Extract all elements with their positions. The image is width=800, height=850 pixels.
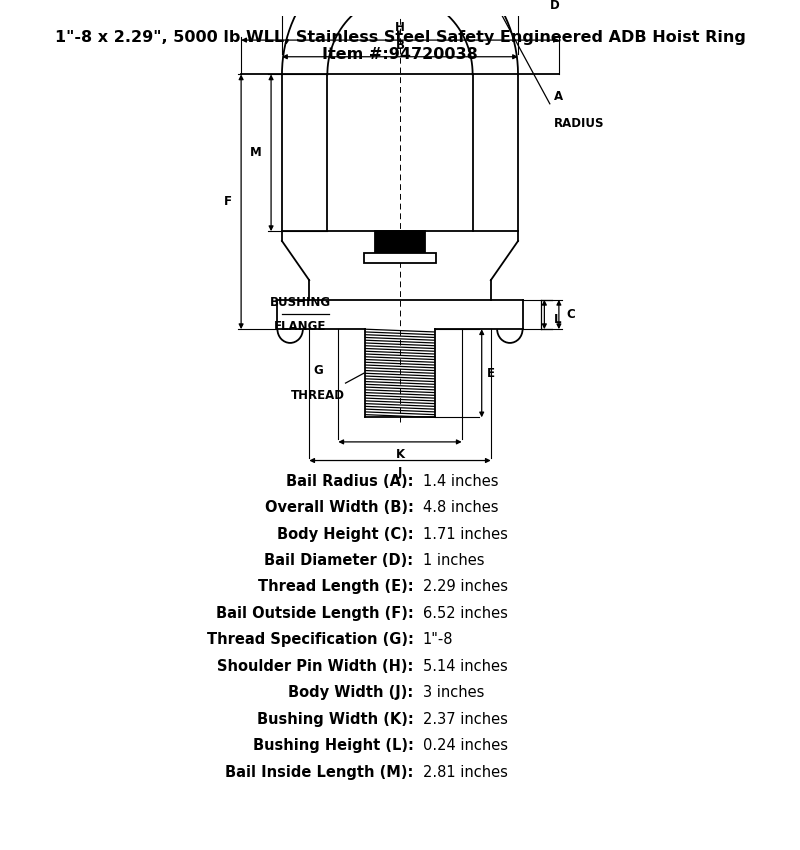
Text: Bail Diameter (D):: Bail Diameter (D): [265, 553, 414, 568]
Text: L: L [554, 313, 561, 326]
Text: Bail Inside Length (M):: Bail Inside Length (M): [226, 765, 414, 779]
Text: RADIUS: RADIUS [554, 116, 605, 129]
Bar [364, 252, 436, 263]
Text: B: B [395, 39, 405, 52]
Text: Body Width (J):: Body Width (J): [288, 685, 414, 700]
Text: D: D [550, 0, 559, 12]
Text: 4.8 inches: 4.8 inches [422, 500, 498, 515]
Text: 1 inches: 1 inches [422, 553, 484, 568]
Text: F: F [224, 196, 232, 208]
Text: 0.24 inches: 0.24 inches [422, 738, 508, 753]
Text: 1.4 inches: 1.4 inches [422, 473, 498, 489]
Text: 2.29 inches: 2.29 inches [422, 580, 508, 594]
Text: Thread Specification (G):: Thread Specification (G): [206, 632, 414, 648]
Text: Shoulder Pin Width (H):: Shoulder Pin Width (H): [218, 659, 414, 674]
Text: K: K [395, 448, 405, 461]
Text: 2.37 inches: 2.37 inches [422, 711, 507, 727]
Text: G: G [314, 364, 323, 377]
Text: Bail Radius (A):: Bail Radius (A): [286, 473, 414, 489]
Text: Body Height (C):: Body Height (C): [277, 526, 414, 541]
Text: 1"-8 x 2.29", 5000 lb WLL, Stainless Steel Safety Engineered ADB Hoist Ring: 1"-8 x 2.29", 5000 lb WLL, Stainless Ste… [54, 31, 746, 45]
Text: Bushing Height (L):: Bushing Height (L): [253, 738, 414, 753]
Text: Bail Outside Length (F):: Bail Outside Length (F): [216, 606, 414, 620]
Text: BUSHING: BUSHING [270, 296, 330, 309]
Text: Thread Length (E):: Thread Length (E): [258, 580, 414, 594]
Text: Bushing Width (K):: Bushing Width (K): [257, 711, 414, 727]
Text: 1"-8: 1"-8 [422, 632, 453, 648]
Text: THREAD: THREAD [291, 389, 346, 402]
Text: H: H [395, 21, 405, 34]
Text: 3 inches: 3 inches [422, 685, 484, 700]
Text: A: A [554, 90, 563, 103]
Text: E: E [487, 367, 495, 380]
Text: J: J [398, 467, 402, 479]
Text: FLANGE: FLANGE [274, 320, 326, 333]
Text: C: C [566, 308, 575, 321]
Text: 6.52 inches: 6.52 inches [422, 606, 507, 620]
Text: 5.14 inches: 5.14 inches [422, 659, 507, 674]
Bar [374, 231, 426, 252]
Text: Item #:94720038: Item #:94720038 [322, 47, 478, 62]
Text: 2.81 inches: 2.81 inches [422, 765, 507, 779]
Text: Overall Width (B):: Overall Width (B): [265, 500, 414, 515]
Text: M: M [250, 146, 262, 159]
Text: 1.71 inches: 1.71 inches [422, 526, 507, 541]
